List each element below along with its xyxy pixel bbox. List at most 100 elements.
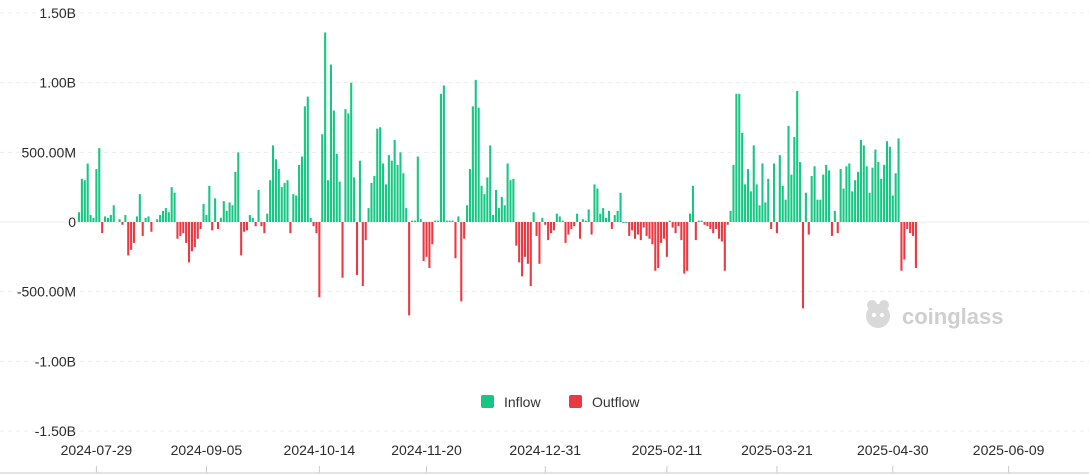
legend-item-inflow[interactable]: Inflow bbox=[481, 394, 541, 410]
inflow-bar[interactable] bbox=[489, 145, 492, 222]
inflow-bar[interactable] bbox=[828, 170, 831, 222]
inflow-bar[interactable] bbox=[457, 216, 460, 222]
inflow-bar[interactable] bbox=[497, 208, 500, 222]
outflow-bar[interactable] bbox=[529, 222, 532, 287]
outflow-bar[interactable] bbox=[190, 222, 193, 252]
legend-item-outflow[interactable]: Outflow bbox=[569, 394, 640, 410]
inflow-bar[interactable] bbox=[338, 181, 341, 222]
inflow-bar[interactable] bbox=[228, 202, 231, 222]
inflow-bar[interactable] bbox=[382, 163, 385, 222]
outflow-bar[interactable] bbox=[132, 222, 136, 243]
inflow-bar[interactable] bbox=[324, 32, 327, 222]
inflow-bar[interactable] bbox=[376, 128, 379, 222]
inflow-bar[interactable] bbox=[109, 215, 112, 222]
inflow-bar[interactable] bbox=[442, 85, 445, 222]
inflow-bar[interactable] bbox=[625, 222, 628, 223]
inflow-bar[interactable] bbox=[851, 191, 854, 222]
outflow-bar[interactable] bbox=[726, 222, 729, 225]
outflow-bar[interactable] bbox=[723, 222, 726, 271]
outflow-bar[interactable] bbox=[150, 222, 153, 232]
outflow-bar[interactable] bbox=[179, 222, 182, 236]
inflow-bar[interactable] bbox=[512, 178, 515, 222]
inflow-bar[interactable] bbox=[738, 93, 741, 223]
inflow-bar[interactable] bbox=[80, 178, 83, 222]
outflow-bar[interactable] bbox=[463, 222, 466, 239]
inflow-bar[interactable] bbox=[868, 192, 871, 222]
outflow-bar[interactable] bbox=[654, 222, 657, 271]
inflow-bar[interactable] bbox=[373, 176, 376, 222]
inflow-bar[interactable] bbox=[306, 96, 309, 222]
outflow-bar[interactable] bbox=[193, 222, 196, 248]
inflow-bar[interactable] bbox=[599, 213, 602, 222]
inflow-bar[interactable] bbox=[822, 174, 825, 222]
inflow-bar[interactable] bbox=[845, 166, 848, 222]
inflow-bar[interactable] bbox=[266, 213, 269, 222]
inflow-bar[interactable] bbox=[555, 213, 558, 222]
inflow-bar[interactable] bbox=[842, 188, 845, 222]
outflow-bar[interactable] bbox=[263, 222, 266, 234]
inflow-bar[interactable] bbox=[819, 199, 822, 222]
inflow-bar[interactable] bbox=[856, 171, 860, 222]
outflow-bar[interactable] bbox=[578, 222, 582, 239]
inflow-bar[interactable] bbox=[796, 91, 799, 222]
inflow-bar[interactable] bbox=[877, 162, 880, 222]
outflow-bar[interactable] bbox=[657, 222, 660, 268]
inflow-bar[interactable] bbox=[135, 216, 138, 222]
inflow-bar[interactable] bbox=[170, 187, 173, 222]
outflow-bar[interactable] bbox=[538, 222, 541, 264]
inflow-bar[interactable] bbox=[280, 187, 283, 222]
outflow-bar[interactable] bbox=[909, 222, 912, 234]
inflow-bar[interactable] bbox=[833, 210, 836, 222]
inflow-bar[interactable] bbox=[561, 220, 564, 222]
outflow-bar[interactable] bbox=[683, 222, 686, 274]
inflow-bar[interactable] bbox=[277, 169, 280, 222]
outflow-bar[interactable] bbox=[240, 222, 243, 256]
outflow-bar[interactable] bbox=[364, 222, 367, 241]
outflow-bar[interactable] bbox=[628, 222, 631, 236]
inflow-bar[interactable] bbox=[451, 220, 454, 222]
inflow-bar[interactable] bbox=[584, 220, 587, 222]
inflow-bar[interactable] bbox=[269, 180, 272, 222]
inflow-bar[interactable] bbox=[891, 195, 894, 222]
inflow-bar[interactable] bbox=[761, 163, 764, 222]
inflow-bar[interactable] bbox=[379, 127, 382, 222]
inflow-bar[interactable] bbox=[874, 149, 877, 222]
inflow-bar[interactable] bbox=[854, 180, 857, 222]
outflow-bar[interactable] bbox=[176, 222, 179, 239]
outflow-bar[interactable] bbox=[130, 222, 133, 250]
inflow-bar[interactable] bbox=[793, 137, 796, 222]
inflow-bar[interactable] bbox=[234, 171, 237, 222]
outflow-bar[interactable] bbox=[573, 222, 576, 227]
inflow-bar[interactable] bbox=[506, 163, 509, 222]
inflow-bar[interactable] bbox=[106, 217, 110, 222]
inflow-bar[interactable] bbox=[471, 106, 474, 222]
inflow-bar[interactable] bbox=[700, 220, 703, 222]
outflow-bar[interactable] bbox=[660, 222, 663, 243]
inflow-bar[interactable] bbox=[295, 195, 298, 222]
outflow-bar[interactable] bbox=[590, 222, 593, 235]
outflow-bar[interactable] bbox=[315, 222, 318, 234]
outflow-bar[interactable] bbox=[610, 222, 613, 229]
inflow-bar[interactable] bbox=[390, 160, 393, 222]
outflow-bar[interactable] bbox=[127, 222, 130, 256]
inflow-bar[interactable] bbox=[732, 164, 735, 222]
inflow-bar[interactable] bbox=[749, 191, 752, 222]
outflow-bar[interactable] bbox=[428, 222, 431, 268]
inflow-bar[interactable] bbox=[161, 210, 165, 222]
outflow-bar[interactable] bbox=[289, 222, 292, 234]
inflow-bar[interactable] bbox=[77, 212, 81, 222]
outflow-bar[interactable] bbox=[199, 222, 202, 229]
outflow-bar[interactable] bbox=[312, 222, 315, 227]
outflow-bar[interactable] bbox=[715, 222, 718, 229]
inflow-bar[interactable] bbox=[804, 192, 807, 222]
outflow-bar[interactable] bbox=[460, 222, 463, 302]
inflow-bar[interactable] bbox=[494, 189, 498, 222]
inflow-bar[interactable] bbox=[839, 169, 842, 222]
outflow-bar[interactable] bbox=[547, 222, 550, 241]
outflow-bar[interactable] bbox=[245, 222, 249, 231]
inflow-bar[interactable] bbox=[848, 163, 851, 222]
inflow-bar[interactable] bbox=[613, 215, 616, 222]
outflow-bar[interactable] bbox=[914, 222, 917, 268]
outflow-bar[interactable] bbox=[712, 222, 715, 234]
inflow-bar[interactable] bbox=[208, 185, 211, 222]
